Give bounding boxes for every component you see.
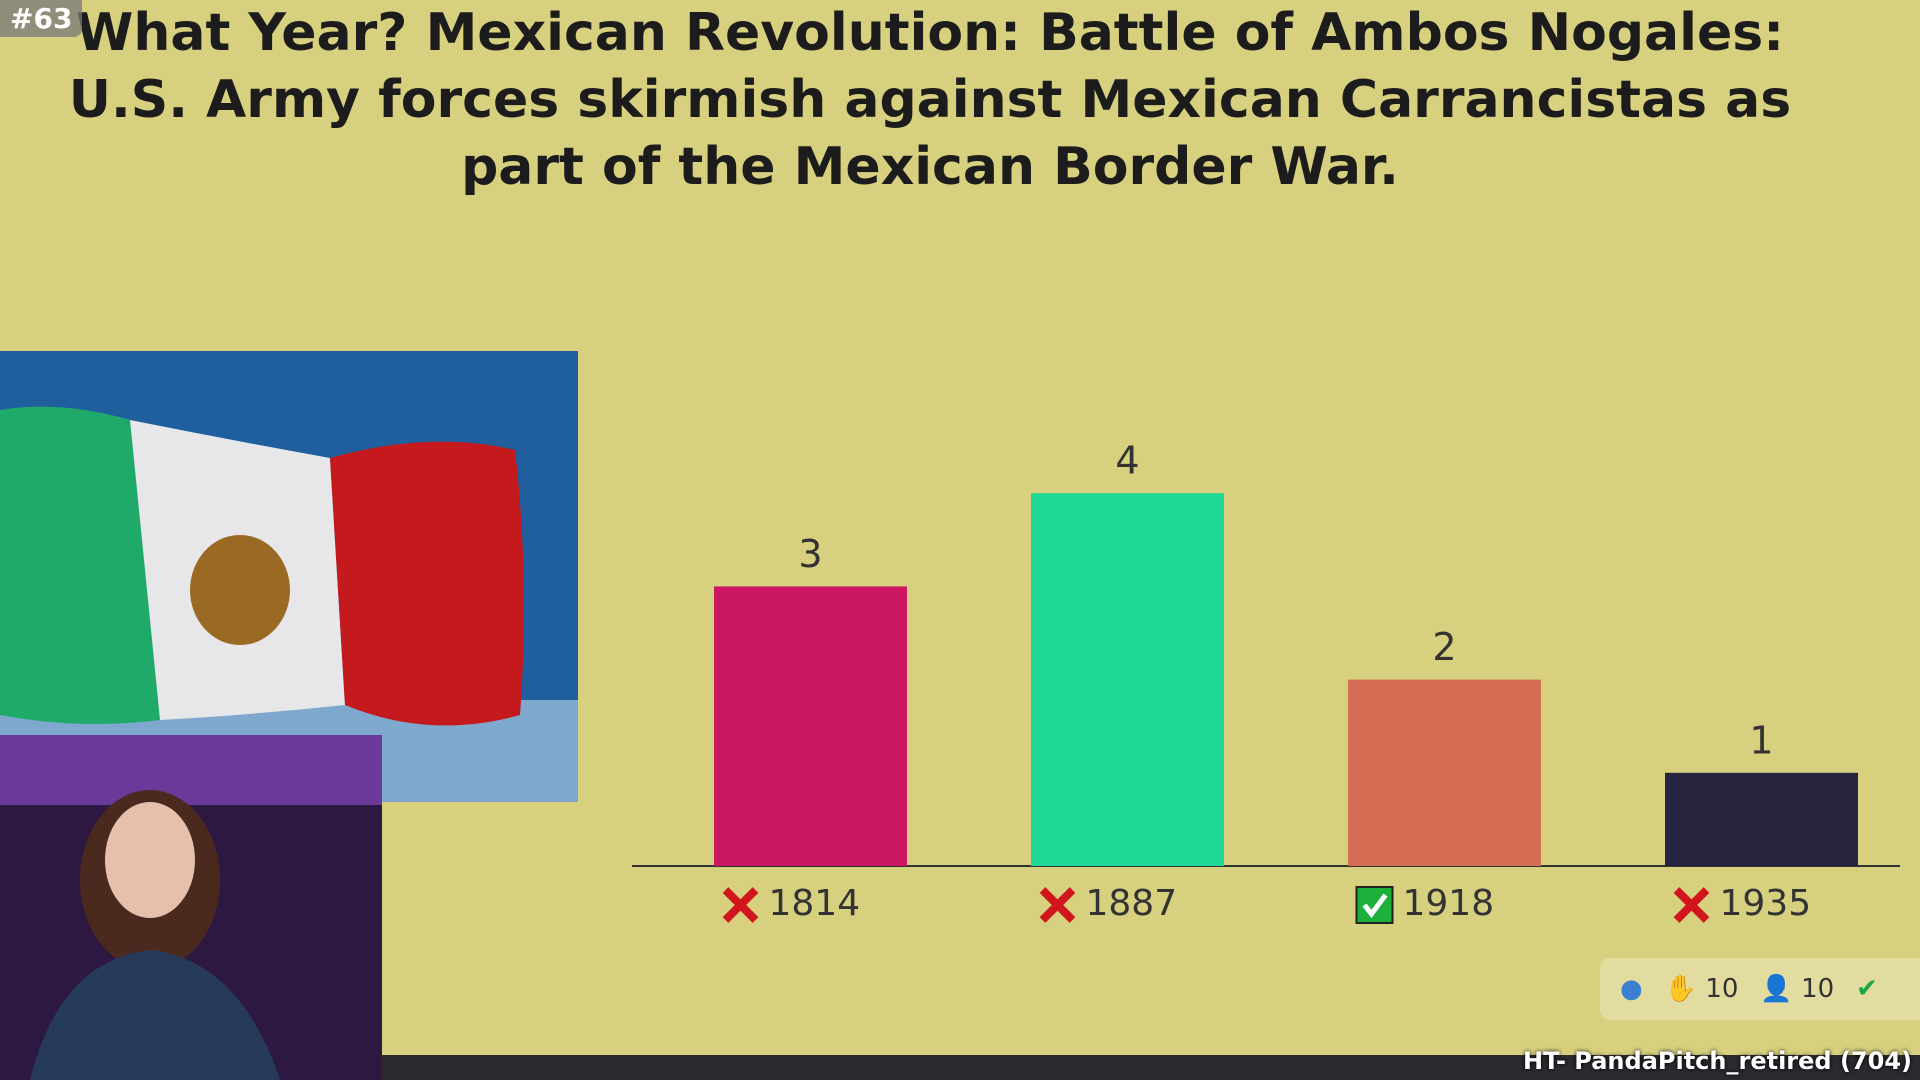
value-label: 3 xyxy=(798,532,822,576)
value-label: 4 xyxy=(1115,439,1139,483)
value-label: 2 xyxy=(1432,625,1456,669)
participants-count: 10 xyxy=(1801,974,1835,1004)
status-check: ✔ xyxy=(1856,974,1878,1004)
bar xyxy=(1348,679,1541,866)
flag-image xyxy=(0,351,578,802)
value-label: 1 xyxy=(1749,718,1773,762)
category-label: 1814 xyxy=(769,883,861,924)
toolbar: ● ✋ 10 👤 10 ✔ xyxy=(1600,958,1920,1020)
participants: 👤 10 xyxy=(1760,974,1835,1004)
category-label: 1935 xyxy=(1720,883,1812,924)
bar xyxy=(714,586,907,866)
category-label: 1887 xyxy=(1086,883,1178,924)
webcam xyxy=(0,735,382,1080)
bar xyxy=(1031,493,1224,866)
question-number: #63 xyxy=(0,0,83,37)
hands: ✋ 10 xyxy=(1664,974,1739,1004)
hands-count: 10 xyxy=(1705,974,1739,1004)
wrong-icon xyxy=(1673,887,1710,923)
correct-icon xyxy=(1355,886,1394,924)
category-label: 1918 xyxy=(1403,883,1495,924)
wrong-icon xyxy=(722,887,759,923)
correct-check xyxy=(1362,893,1388,919)
wrong-icon xyxy=(1039,887,1076,923)
taskbar xyxy=(382,1055,1920,1080)
user-label: HT- PandaPitch_retired (704) xyxy=(1523,1047,1912,1075)
reactions-icon[interactable]: ● xyxy=(1620,974,1643,1004)
bar xyxy=(1665,772,1858,866)
question-text: What Year? Mexican Revolution: Battle of… xyxy=(68,3,1792,197)
